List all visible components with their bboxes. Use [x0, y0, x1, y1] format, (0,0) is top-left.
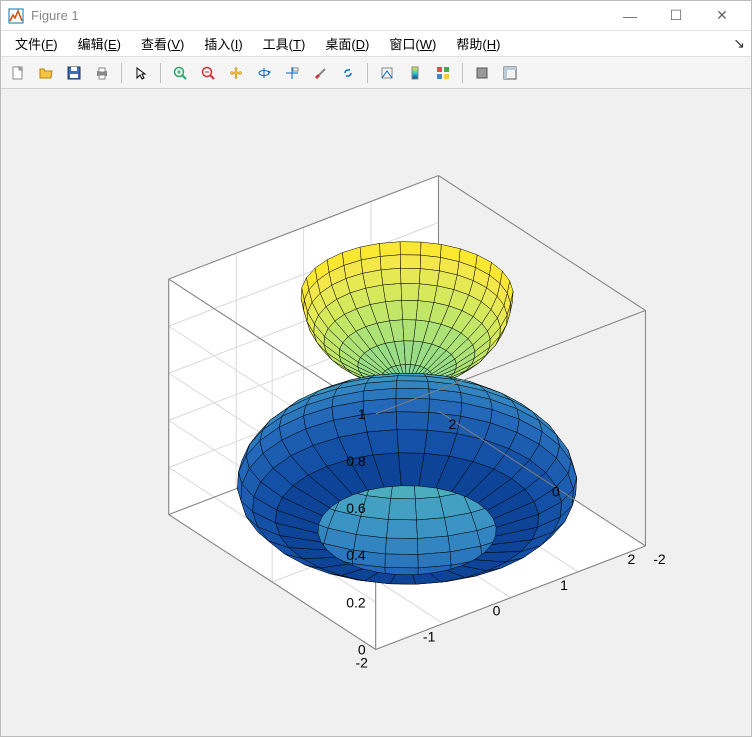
hide-tools-icon[interactable] [469, 60, 495, 86]
menu-i[interactable]: 插入(I) [194, 31, 252, 56]
show-tools-icon[interactable] [497, 60, 523, 86]
x-tick-label: 2 [628, 551, 636, 567]
new-file-icon[interactable] [5, 60, 31, 86]
matlab-figure-icon [7, 7, 25, 25]
open-file-icon[interactable] [33, 60, 59, 86]
zoom-in-icon[interactable] [167, 60, 193, 86]
y-tick-label: -2 [653, 551, 666, 567]
brush-icon[interactable] [307, 60, 333, 86]
legend-icon[interactable] [402, 60, 428, 86]
menu-w[interactable]: 窗口(W) [379, 31, 446, 56]
figure-window: Figure 1 — ☐ ✕ 文件(F)编辑(E)查看(V)插入(I)工具(T)… [0, 0, 752, 737]
data-cursor-icon[interactable] [279, 60, 305, 86]
save-icon[interactable] [61, 60, 87, 86]
maximize-button[interactable]: ☐ [653, 1, 699, 31]
x-tick-label: 0 [493, 603, 501, 619]
x-tick-label: -1 [423, 629, 436, 645]
plot-area[interactable]: 00.20.40.60.81-2-1012-202 [1, 89, 751, 736]
y-tick-label: 2 [449, 416, 457, 432]
toolbar-separator [121, 63, 122, 83]
toolbar-separator [160, 63, 161, 83]
titlebar[interactable]: Figure 1 — ☐ ✕ [1, 1, 751, 31]
print-icon[interactable] [89, 60, 115, 86]
rotate3d-icon[interactable] [251, 60, 277, 86]
z-tick-label: 0.4 [346, 547, 366, 563]
menu-d[interactable]: 桌面(D) [315, 31, 379, 56]
link-icon[interactable] [335, 60, 361, 86]
zoom-out-icon[interactable] [195, 60, 221, 86]
z-tick-label: 0.6 [346, 500, 366, 516]
menu-overflow-icon[interactable]: ↘ [733, 35, 745, 52]
menu-e[interactable]: 编辑(E) [68, 31, 131, 56]
z-tick-label: 1 [358, 406, 366, 422]
toolbar-separator [367, 63, 368, 83]
menubar: 文件(F)编辑(E)查看(V)插入(I)工具(T)桌面(D)窗口(W)帮助(H)… [1, 31, 751, 57]
menu-t[interactable]: 工具(T) [253, 31, 316, 56]
surface3d-plot[interactable]: 00.20.40.60.81-2-1012-202 [1, 89, 751, 736]
menu-h[interactable]: 帮助(H) [446, 31, 510, 56]
pan-icon[interactable] [223, 60, 249, 86]
x-tick-label: 1 [560, 577, 568, 593]
minimize-button[interactable]: — [607, 1, 653, 31]
toolbar-separator [462, 63, 463, 83]
toolbar [1, 57, 751, 89]
menu-f[interactable]: 文件(F) [5, 31, 68, 56]
pointer-icon[interactable] [128, 60, 154, 86]
window-title: Figure 1 [31, 8, 607, 23]
z-tick-label: 0.8 [346, 453, 366, 469]
insert-colorbar-icon[interactable] [430, 60, 456, 86]
menu-v[interactable]: 查看(V) [131, 31, 194, 56]
y-tick-label: 0 [552, 484, 560, 500]
close-button[interactable]: ✕ [699, 1, 745, 31]
window-controls: — ☐ ✕ [607, 1, 745, 31]
colorbar-icon[interactable] [374, 60, 400, 86]
z-tick-label: 0.2 [346, 594, 366, 610]
x-tick-label: -2 [355, 654, 368, 670]
